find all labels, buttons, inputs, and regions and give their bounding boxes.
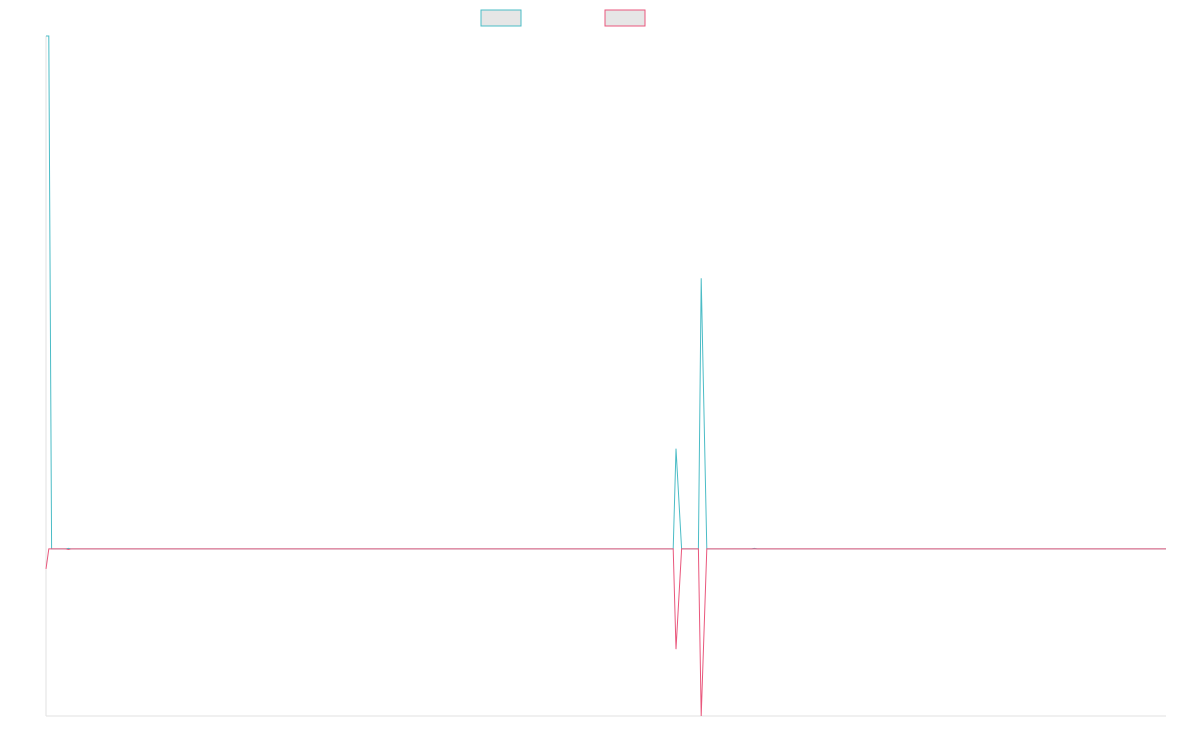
legend [480,9,646,27]
legend-swatch-series-2[interactable] [604,9,646,27]
series-line-2 [45,548,1166,717]
legend-swatch-series-1[interactable] [480,9,522,27]
plot-area [45,35,1166,717]
series-line-1 [46,35,1166,550]
axes [45,36,1166,717]
